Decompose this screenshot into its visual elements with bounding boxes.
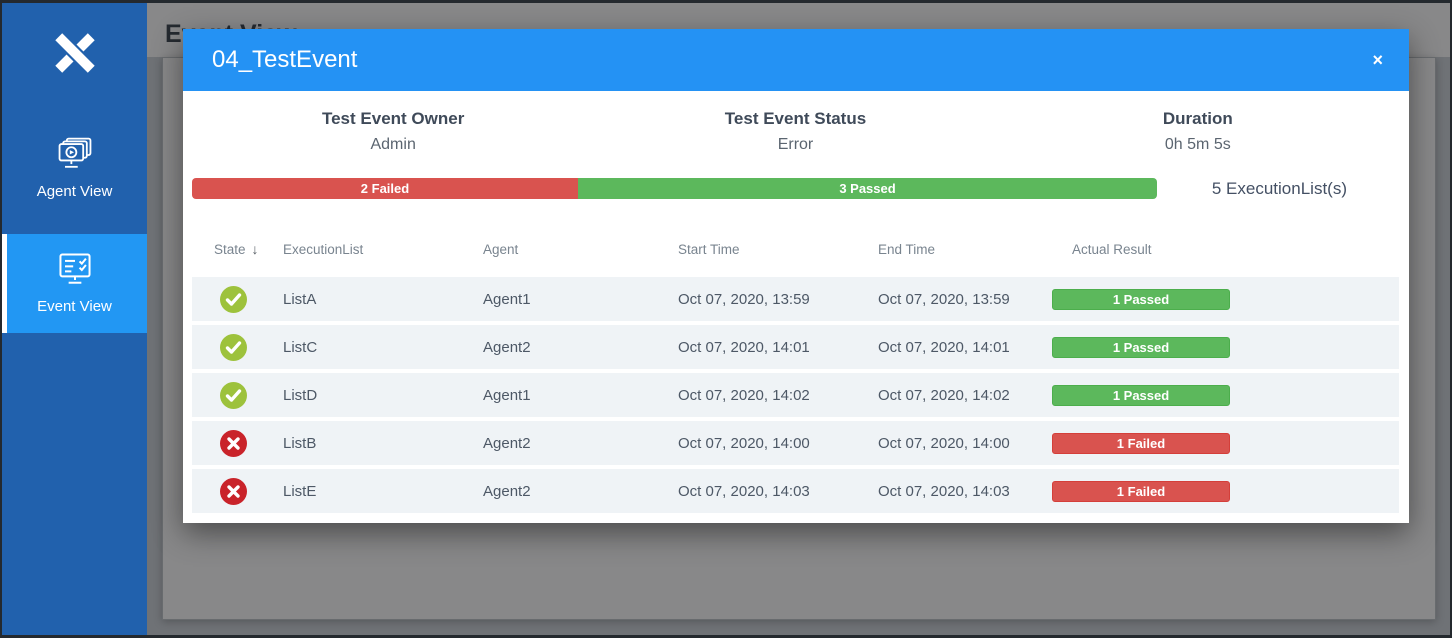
- info-label: Duration: [1162, 109, 1233, 128]
- column-header-actual-result[interactable]: Actual Result: [1072, 241, 1152, 257]
- column-header-agent[interactable]: Agent: [483, 241, 519, 257]
- state-cell: [192, 381, 260, 409]
- event-info-row: Test Event Owner Admin Test Event Status…: [192, 109, 1399, 154]
- agent-cell: Agent1: [483, 290, 531, 308]
- info-value: Error: [777, 136, 814, 153]
- state-cell: [192, 285, 260, 313]
- modal-title: 04_TestEvent: [212, 46, 358, 73]
- info-owner: Test Event Owner Admin: [192, 109, 594, 154]
- agent-cell: Agent1: [483, 386, 531, 404]
- state-cell: [192, 477, 260, 505]
- table-row[interactable]: ListD Agent1 Oct 07, 2020, 14:02 Oct 07, 20…: [192, 373, 1399, 417]
- start-time-cell: Oct 07, 2020, 14:02: [678, 386, 810, 404]
- actual-result-cell: 1 Passed: [1049, 288, 1399, 310]
- actual-result-cell: 1 Failed: [1049, 480, 1399, 502]
- start-time-cell: Oct 07, 2020, 14:00: [678, 434, 810, 452]
- agent-view-monitors-icon: [2, 135, 147, 175]
- app-logo-icon: [2, 3, 147, 79]
- end-time-cell: Oct 07, 2020, 14:00: [878, 434, 1010, 452]
- actual-result-cell: 1 Passed: [1049, 384, 1399, 406]
- execution-table-body: ListA Agent1 Oct 07, 2020, 13:59 Oct 07, 20…: [192, 277, 1399, 513]
- table-row[interactable]: ListA Agent1 Oct 07, 2020, 13:59 Oct 07, 20…: [192, 277, 1399, 321]
- info-label: Test Event Owner: [321, 109, 465, 128]
- close-icon[interactable]: ×: [1372, 50, 1383, 70]
- sidebar-item-label: Event View: [37, 298, 112, 315]
- column-header-state[interactable]: State ↓: [214, 241, 259, 257]
- state-cell: [192, 333, 260, 361]
- executionlist-cell: ListD: [283, 386, 318, 404]
- agent-cell: Agent2: [483, 434, 531, 452]
- info-label: Test Event Status: [724, 109, 867, 128]
- result-badge: 1 Passed: [1052, 336, 1230, 358]
- event-view-checklist-icon: [2, 250, 147, 290]
- passed-segment: 3 Passed: [578, 178, 1157, 199]
- info-value: Admin: [370, 136, 416, 153]
- table-row[interactable]: ListE Agent2 Oct 07, 2020, 14:03 Oct 07, 20…: [192, 469, 1399, 513]
- info-value: 0h 5m 5s: [1164, 136, 1231, 153]
- result-badge: 1 Failed: [1052, 432, 1230, 454]
- sidebar-item-event-view[interactable]: Event View: [2, 234, 147, 333]
- column-header-start-time[interactable]: Start Time: [678, 241, 740, 257]
- table-header: State ↓ ExecutionList Agent Start Time En…: [192, 241, 1399, 277]
- passed-check-icon: [220, 333, 247, 361]
- executionlist-cell: ListE: [283, 482, 317, 500]
- state-cell: [192, 429, 260, 457]
- end-time-cell: Oct 07, 2020, 14:03: [878, 482, 1010, 500]
- sidebar-item-agent-view[interactable]: Agent View: [2, 121, 147, 212]
- failed-segment: 2 Failed: [192, 178, 578, 199]
- info-duration: Duration 0h 5m 5s: [997, 109, 1399, 154]
- result-summary-row: 2 Failed 3 Passed 5 ExecutionList(s): [192, 178, 1399, 199]
- agent-cell: Agent2: [483, 338, 531, 356]
- start-time-cell: Oct 07, 2020, 13:59: [678, 290, 810, 308]
- modal-body: Test Event Owner Admin Test Event Status…: [183, 91, 1409, 513]
- failed-x-icon: [220, 429, 247, 457]
- actual-result-cell: 1 Passed: [1049, 336, 1399, 358]
- column-header-executionlist[interactable]: ExecutionList: [283, 241, 364, 257]
- test-event-modal: 04_TestEvent × Test Event Owner Admin Te…: [183, 29, 1409, 523]
- executionlist-cell: ListA: [283, 290, 317, 308]
- passed-check-icon: [220, 381, 247, 409]
- sidebar-item-label: Agent View: [36, 183, 113, 200]
- result-badge: 1 Failed: [1052, 480, 1230, 502]
- end-time-cell: Oct 07, 2020, 13:59: [878, 290, 1010, 308]
- end-time-cell: Oct 07, 2020, 14:01: [878, 338, 1010, 356]
- passed-check-icon: [220, 285, 247, 313]
- table-row[interactable]: ListB Agent2 Oct 07, 2020, 14:00 Oct 07, 20…: [192, 421, 1399, 465]
- failed-x-icon: [220, 477, 247, 505]
- start-time-cell: Oct 07, 2020, 14:03: [678, 482, 810, 500]
- execution-count-label: 5 ExecutionList(s): [1211, 178, 1347, 198]
- actual-result-cell: 1 Failed: [1049, 432, 1399, 454]
- pass-fail-progress-bar: 2 Failed 3 Passed: [192, 178, 1157, 199]
- end-time-cell: Oct 07, 2020, 14:02: [878, 386, 1010, 404]
- info-status: Test Event Status Error: [594, 109, 996, 154]
- column-header-end-time[interactable]: End Time: [878, 241, 936, 257]
- sort-desc-icon: ↓: [251, 241, 259, 257]
- modal-header: 04_TestEvent ×: [183, 29, 1409, 91]
- result-badge: 1 Passed: [1052, 384, 1230, 406]
- result-badge: 1 Passed: [1052, 288, 1230, 310]
- start-time-cell: Oct 07, 2020, 14:01: [678, 338, 810, 356]
- sidebar: Agent View Event View: [2, 3, 147, 635]
- executionlist-cell: ListC: [283, 338, 318, 356]
- agent-cell: Agent2: [483, 482, 531, 500]
- table-row[interactable]: ListC Agent2 Oct 07, 2020, 14:01 Oct 07, 20…: [192, 325, 1399, 369]
- executionlist-cell: ListB: [283, 434, 317, 452]
